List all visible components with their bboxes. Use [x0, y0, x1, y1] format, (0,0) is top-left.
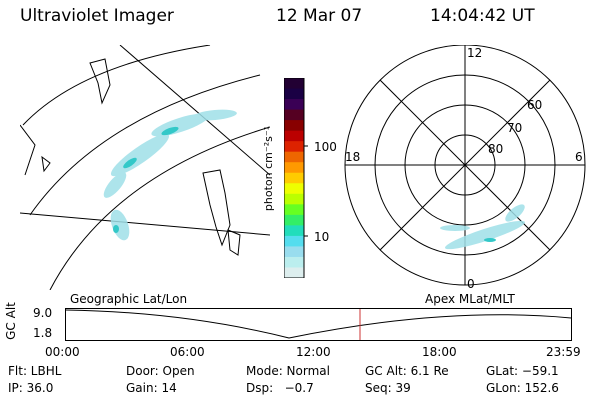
timeline-x-tick-1800: 18:00: [422, 345, 457, 359]
timeline-right-label: Apex MLat/MLT: [425, 292, 515, 306]
meta-filter: Flt: LBHL: [8, 364, 62, 378]
observation-time: 14:04:42 UT: [430, 6, 535, 26]
polar-label-12: 12: [467, 46, 482, 60]
colorbar-band: [284, 235, 304, 247]
polar-plot: 12 0 18 6 60 70 80: [344, 45, 586, 290]
polar-label-18: 18: [345, 150, 360, 164]
colorbar-band: [284, 109, 304, 121]
timeline-y-axis-label: GC Alt: [3, 302, 18, 340]
colorbar-unit-label: photon cm⁻²s⁻¹: [262, 125, 276, 212]
meta-glat: GLat: −59.1: [486, 364, 559, 378]
colorbar-band: [284, 246, 304, 258]
polar-label-0: 0: [467, 277, 475, 290]
colorbar-band: [284, 172, 304, 184]
meta-dsp: Dsp: −0.7: [246, 381, 314, 395]
colorbar-tick-100: 100: [314, 140, 337, 154]
meta-mode: Mode: Normal: [246, 364, 330, 378]
colorbar-band: [284, 88, 304, 100]
colorbar-band: [284, 256, 304, 268]
meta-gc-alt: GC Alt: 6.1 Re: [365, 364, 449, 378]
meta-seq: Seq: 39: [365, 381, 411, 395]
timeline-y-tick-top: 9.0: [33, 306, 53, 320]
meta-gain: Gain: 14: [126, 381, 177, 395]
timeline-x-tick-2359: 23:59: [546, 345, 581, 359]
meta-glon: GLon: 152.6: [486, 381, 559, 395]
timeline-left-label: Geographic Lat/Lon: [70, 292, 188, 306]
timeline-chart: [65, 308, 572, 341]
colorbar: photon cm⁻²s⁻¹ 100 10: [262, 78, 337, 278]
timeline-x-tick-1200: 12:00: [296, 345, 331, 359]
colorbar-band: [284, 120, 304, 132]
polar-lat-60: 60: [527, 98, 542, 112]
geographic-map: [20, 45, 270, 290]
polar-lat-70: 70: [507, 121, 522, 135]
colorbar-band: [284, 78, 304, 90]
timeline-x-tick-0600: 06:00: [170, 345, 205, 359]
colorbar-band: [284, 99, 304, 111]
meta-ip: IP: 36.0: [8, 381, 54, 395]
timeline-x-tick-0000: 00:00: [45, 345, 80, 359]
colorbar-band: [284, 141, 304, 153]
polar-label-6: 6: [575, 150, 583, 164]
colorbar-band: [284, 193, 304, 205]
colorbar-band: [284, 225, 304, 237]
observation-date: 12 Mar 07: [276, 6, 363, 26]
meta-door: Door: Open: [126, 364, 195, 378]
colorbar-tick-10: 10: [314, 230, 330, 244]
colorbar-band: [284, 204, 304, 216]
colorbar-band: [284, 214, 304, 226]
colorbar-band: [284, 267, 304, 278]
colorbar-band: [284, 130, 304, 142]
colorbar-scale: [284, 78, 308, 278]
timeline-y-tick-bottom: 1.8: [33, 326, 53, 340]
colorbar-band: [284, 183, 304, 195]
timeline-panel: Geographic Lat/Lon Apex MLat/MLT GC Alt …: [0, 292, 600, 362]
colorbar-band: [284, 162, 304, 174]
colorbar-band: [284, 151, 304, 163]
instrument-title: Ultraviolet Imager: [20, 6, 174, 26]
polar-lat-80: 80: [488, 142, 503, 156]
